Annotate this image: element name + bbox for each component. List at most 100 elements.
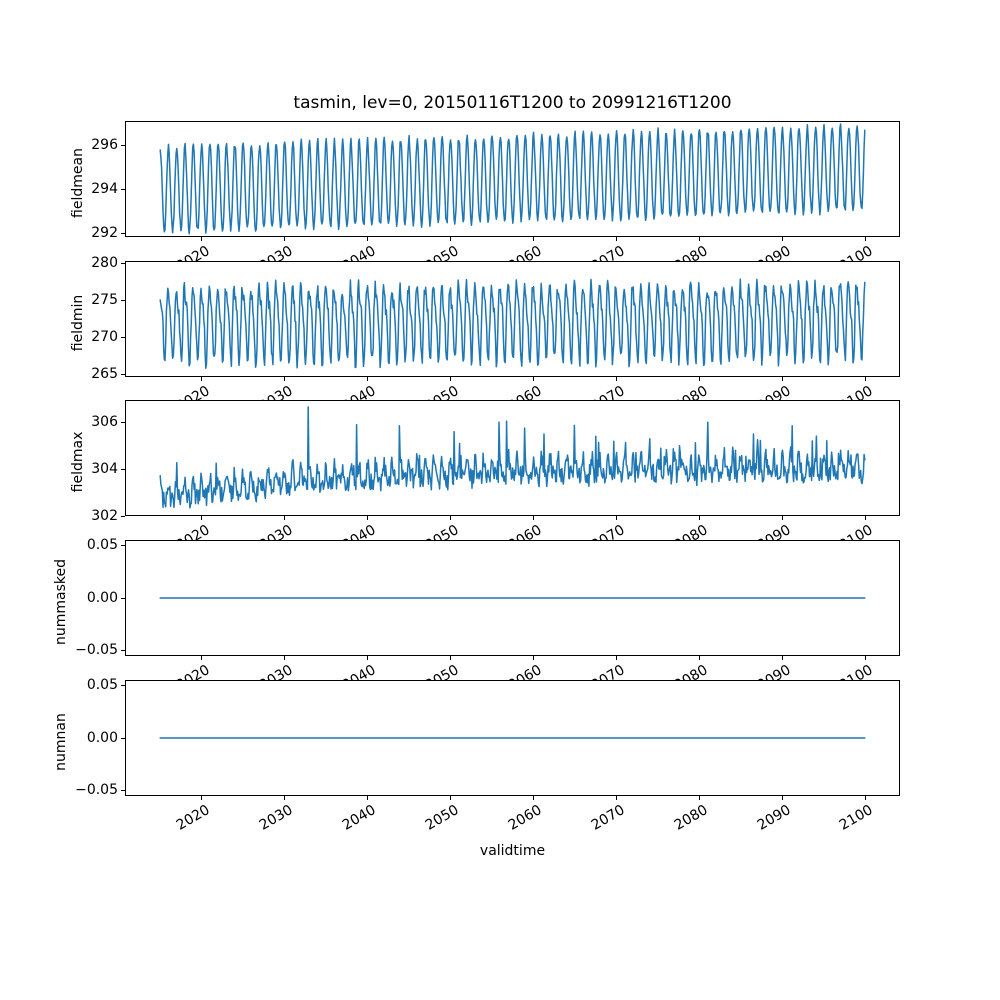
plot-area-fieldmax	[125, 400, 900, 516]
x-tick-label-text: 2100	[837, 802, 877, 834]
y-tick-label: 306	[91, 413, 118, 430]
x-tick	[615, 376, 617, 381]
subplot-fieldmax: 302 304 306 2020 2030 2040 2050 2060 2070 2080 209…	[70, 400, 900, 554]
y-tick	[121, 597, 125, 599]
x-tick	[781, 376, 783, 381]
subplot-fieldmean: 292 294 296 2020 2030 2040 2050 2060 2070 2080 209…	[70, 121, 900, 275]
x-tick-label-text: 2040	[339, 802, 379, 834]
axes-spine	[125, 680, 900, 796]
x-tick	[864, 516, 866, 520]
axes-spine	[125, 400, 900, 516]
x-tick	[781, 796, 783, 800]
x-tick	[449, 516, 451, 520]
x-tick	[200, 376, 202, 381]
x-tick	[283, 376, 285, 381]
x-tick	[698, 516, 700, 520]
x-tick-label-text: 2050	[422, 802, 462, 834]
x-tick	[864, 656, 866, 660]
x-tick	[366, 516, 368, 520]
plot-area-numnan	[125, 680, 900, 796]
x-tick	[698, 376, 700, 381]
x-tick-label-text: 2090	[754, 802, 794, 834]
x-tick	[781, 516, 783, 520]
subplot-nummasked: 0.05 0.00 −0.05 2020 2030 2040 2050 2060 2070 208…	[53, 537, 900, 694]
y-tick-label: 280	[91, 255, 118, 271]
y-tick	[121, 263, 125, 264]
y-tick-label: 0.00	[86, 729, 118, 746]
line-series-fieldmax	[159, 406, 866, 509]
y-tick	[121, 468, 125, 470]
y-tick	[121, 790, 125, 792]
y-tick	[121, 650, 125, 652]
x-tick	[532, 796, 534, 800]
x-tick	[781, 656, 783, 660]
x-tick	[200, 237, 202, 241]
axes-spine	[125, 260, 900, 377]
x-tick	[532, 376, 534, 381]
x-tick	[449, 237, 451, 241]
x-tick	[449, 376, 451, 381]
chart-title: tasmin, lev=0, 20150116T1200 to 20991216…	[293, 93, 732, 113]
y-tick	[121, 544, 125, 546]
y-tick	[121, 188, 125, 190]
y-tick	[121, 299, 125, 301]
plot-area-fieldmean	[125, 121, 900, 237]
y-axis-label-text: numnan	[53, 713, 69, 771]
y-tick-label: 292	[91, 225, 118, 241]
x-tick	[532, 516, 534, 520]
y-tick	[121, 421, 125, 423]
x-tick	[615, 516, 617, 520]
y-tick	[121, 373, 125, 375]
y-tick	[121, 144, 125, 146]
line-series-fieldmin	[159, 277, 866, 369]
plot-area-fieldmin	[125, 260, 900, 377]
x-tick	[698, 796, 700, 800]
line-series-fieldmean	[159, 123, 866, 235]
y-tick-label: 0.05	[86, 676, 118, 693]
y-tick	[121, 684, 125, 686]
x-tick-label-text: 2070	[588, 802, 628, 834]
y-axis-label-text: fieldmax	[70, 431, 86, 493]
plot-area-nummasked	[125, 540, 900, 656]
x-tick	[366, 796, 368, 800]
x-tick	[864, 237, 866, 241]
y-tick	[121, 336, 125, 338]
x-tick	[864, 376, 866, 381]
y-tick-label: 265	[91, 365, 118, 382]
x-tick	[781, 237, 783, 241]
y-tick	[121, 515, 125, 517]
axes-spine	[125, 121, 900, 237]
subplot-fieldmin: 265 270 275 280 2020 2030 2040 2050 2060 2070 2080…	[70, 255, 900, 414]
x-tick	[283, 516, 285, 520]
x-tick	[615, 796, 617, 800]
y-tick-label: 302	[91, 507, 118, 524]
x-tick	[864, 796, 866, 800]
subplot-numnan: 0.05 0.00 −0.05 2020 2030 2040 2050 2060 2070 208…	[53, 677, 900, 834]
x-tick	[698, 237, 700, 241]
x-tick	[366, 237, 368, 241]
x-tick	[283, 796, 285, 800]
y-tick-label: 0.00	[86, 589, 118, 606]
x-axis-label: validtime	[479, 843, 546, 859]
x-tick	[449, 796, 451, 800]
x-tick-label-text: 2020	[173, 802, 213, 834]
x-tick	[283, 656, 285, 660]
x-tick	[200, 796, 202, 800]
y-tick-label: 304	[91, 460, 118, 477]
y-axis-label-text: nummasked	[53, 558, 69, 646]
y-tick-label: 270	[91, 328, 118, 345]
y-axis-label-text: fieldmin	[70, 294, 86, 351]
x-tick	[532, 656, 534, 660]
y-tick-label: −0.05	[75, 782, 118, 799]
x-tick-label-text: 2080	[671, 802, 711, 834]
y-axis-label-text: fieldmean	[70, 148, 86, 218]
x-tick	[532, 237, 534, 241]
x-tick	[366, 376, 368, 381]
y-tick	[121, 233, 125, 234]
x-tick	[366, 656, 368, 660]
x-tick	[200, 516, 202, 520]
y-tick-label: 294	[91, 180, 118, 197]
y-tick-label: −0.05	[75, 642, 118, 659]
y-tick	[121, 737, 125, 739]
